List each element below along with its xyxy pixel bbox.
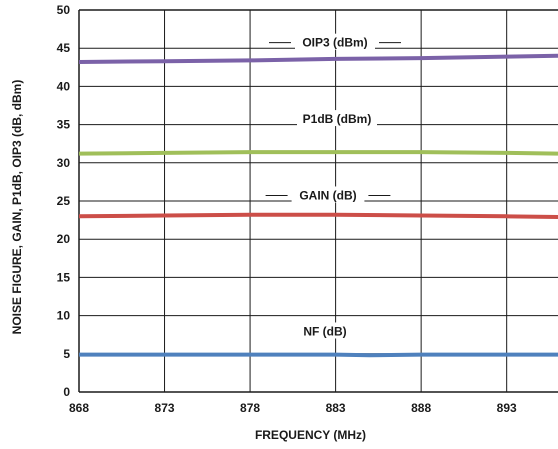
tick-labels: 0 5 10 15 20 25 30 35 40 45 50 868 873 878 883 888 893 [57, 3, 517, 415]
y-tick-label: 0 [63, 385, 70, 399]
series-label: NF (dB) [303, 324, 346, 338]
series-label: GAIN (dB) [299, 188, 356, 202]
series-line-0 [78, 53, 558, 64]
y-tick-label: 30 [57, 156, 71, 170]
series-labels: OIP3 (dBm) P1dB (dBm) GAIN (dB) NF (dB) [265, 33, 401, 339]
series-line-3 [79, 352, 558, 358]
x-tick-label: 893 [497, 401, 517, 415]
series-label: P1dB (dBm) [303, 112, 372, 126]
y-tick-label: 5 [63, 347, 70, 361]
y-tick-label: 35 [57, 118, 71, 132]
series-line-2 [78, 212, 558, 219]
y-tick-label: 40 [57, 79, 71, 93]
x-tick-label: 878 [240, 401, 260, 415]
x-tick-label: 868 [69, 401, 89, 415]
label-background [295, 322, 355, 339]
y-tick-label: 15 [57, 270, 71, 284]
y-axis-title: NOISE FIGURE, GAIN, P1dB, OIP3 (dB, dBm) [10, 80, 24, 335]
series-label: OIP3 (dBm) [302, 36, 367, 50]
label-background [297, 110, 377, 127]
y-tick-label: 45 [57, 41, 71, 55]
x-tick-label: 883 [326, 401, 346, 415]
y-tick-label: 50 [57, 3, 71, 17]
y-tick-label: 20 [57, 232, 71, 246]
x-axis-title: FREQUENCY (MHz) [255, 428, 366, 442]
label-background [291, 186, 365, 203]
x-tick-label: 873 [155, 401, 175, 415]
y-tick-label: 10 [57, 309, 71, 323]
series-line-1 [78, 150, 558, 156]
series-lines [78, 53, 558, 358]
x-tick-label: 888 [411, 401, 431, 415]
y-tick-label: 25 [57, 194, 71, 208]
label-background [295, 33, 375, 50]
